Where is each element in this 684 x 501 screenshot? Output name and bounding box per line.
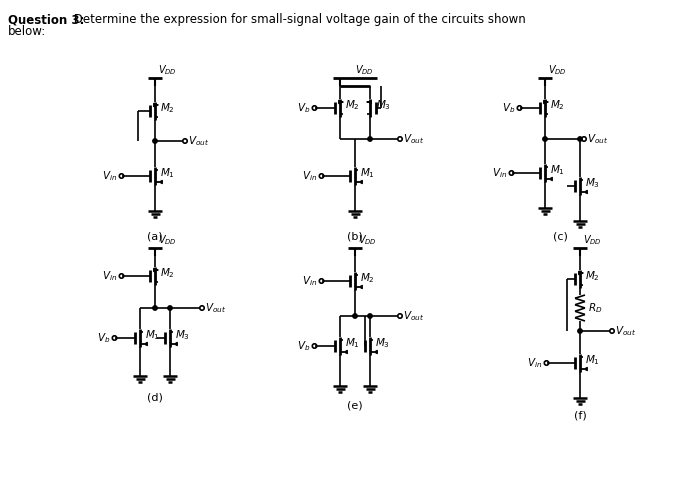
Text: Determine the expression for small-signal voltage gain of the circuits shown: Determine the expression for small-signa…	[70, 13, 526, 26]
Text: $V_{out}$: $V_{out}$	[188, 134, 209, 148]
Circle shape	[153, 306, 157, 310]
Circle shape	[153, 139, 157, 143]
Text: $V_{DD}$: $V_{DD}$	[548, 63, 567, 77]
Text: $V_{DD}$: $V_{DD}$	[583, 233, 602, 247]
Text: $M_1$: $M_1$	[145, 328, 160, 342]
Circle shape	[578, 329, 582, 333]
Text: $R_D$: $R_D$	[588, 301, 603, 315]
Text: (a): (a)	[147, 231, 163, 241]
Text: $V_{in}$: $V_{in}$	[103, 169, 118, 183]
Text: $V_{out}$: $V_{out}$	[403, 309, 424, 323]
Text: $V_{out}$: $V_{out}$	[587, 132, 608, 146]
Text: $V_{out}$: $V_{out}$	[403, 132, 424, 146]
Text: $V_{in}$: $V_{in}$	[492, 166, 508, 180]
Text: $V_{in}$: $V_{in}$	[302, 274, 317, 288]
Text: $V_{DD}$: $V_{DD}$	[158, 233, 176, 247]
Text: $M_1$: $M_1$	[160, 166, 175, 180]
Circle shape	[368, 137, 372, 141]
Text: $V_b$: $V_b$	[502, 101, 516, 115]
Text: $M_2$: $M_2$	[360, 271, 375, 285]
Circle shape	[368, 314, 372, 318]
Text: $V_{out}$: $V_{out}$	[205, 301, 226, 315]
Text: (e): (e)	[347, 401, 363, 411]
Circle shape	[543, 137, 547, 141]
Text: $M_3$: $M_3$	[376, 98, 391, 112]
Text: $M_3$: $M_3$	[375, 336, 390, 350]
Text: $M_1$: $M_1$	[585, 353, 600, 367]
Text: $M_2$: $M_2$	[160, 101, 175, 115]
Text: $M_3$: $M_3$	[175, 328, 190, 342]
Text: $V_b$: $V_b$	[297, 101, 311, 115]
Text: Question 3:: Question 3:	[8, 13, 84, 26]
Text: (d): (d)	[147, 393, 163, 403]
Text: $M_1$: $M_1$	[345, 336, 360, 350]
Text: (b): (b)	[347, 231, 363, 241]
Text: $V_{in}$: $V_{in}$	[527, 356, 542, 370]
Text: $M_2$: $M_2$	[550, 98, 565, 112]
Text: $V_{in}$: $V_{in}$	[302, 169, 317, 183]
Text: $V_{out}$: $V_{out}$	[615, 324, 636, 338]
Text: $M_1$: $M_1$	[360, 166, 375, 180]
Text: $V_{DD}$: $V_{DD}$	[358, 233, 377, 247]
Text: $V_{in}$: $V_{in}$	[103, 269, 118, 283]
Text: $M_2$: $M_2$	[345, 98, 360, 112]
Circle shape	[578, 137, 582, 141]
Text: (c): (c)	[553, 231, 568, 241]
Text: $M_3$: $M_3$	[585, 176, 600, 190]
Text: $V_b$: $V_b$	[97, 331, 111, 345]
Text: $M_2$: $M_2$	[160, 266, 175, 280]
Text: $V_{DD}$: $V_{DD}$	[158, 63, 176, 77]
Text: $V_b$: $V_b$	[297, 339, 311, 353]
Text: (f): (f)	[574, 411, 586, 421]
Text: $M_1$: $M_1$	[550, 163, 565, 177]
Text: below:: below:	[8, 25, 47, 38]
Circle shape	[168, 306, 172, 310]
Text: $M_2$: $M_2$	[585, 269, 600, 283]
Circle shape	[353, 314, 357, 318]
Text: $V_{DD}$: $V_{DD}$	[355, 63, 373, 77]
